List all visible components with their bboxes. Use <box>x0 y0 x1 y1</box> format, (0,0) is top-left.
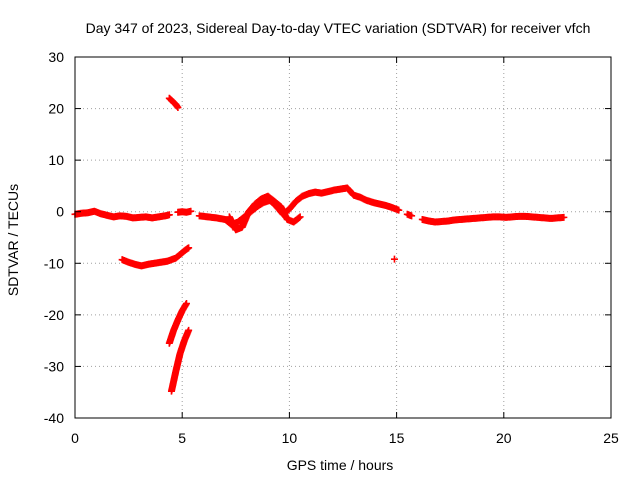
y-tick-label: 10 <box>48 152 64 168</box>
x-tick-label: 15 <box>389 430 405 446</box>
y-tick-label: -20 <box>44 307 64 323</box>
x-axis-label: GPS time / hours <box>287 457 394 473</box>
data-point <box>182 300 190 308</box>
data-point <box>185 326 193 334</box>
data-point <box>165 211 173 219</box>
x-tick-labels: 0 5 10 15 20 25 <box>71 430 619 446</box>
x-tick-label: 0 <box>71 430 79 446</box>
chart-title: Day 347 of 2023, Sidereal Day-to-day VTE… <box>86 20 591 36</box>
data-point <box>390 255 398 263</box>
data-point <box>174 104 182 112</box>
data-point <box>185 244 193 252</box>
y-tick-label: -10 <box>44 255 64 271</box>
y-tick-label: -30 <box>44 358 64 374</box>
data-point <box>395 206 403 214</box>
x-tick-label: 20 <box>496 430 512 446</box>
grid-lines <box>75 57 611 418</box>
y-tick-label: 0 <box>56 204 64 220</box>
data-point <box>187 207 195 215</box>
y-tick-label: 30 <box>48 49 64 65</box>
data-point <box>296 213 304 221</box>
plot-frame <box>74 56 612 419</box>
x-tick-label: 25 <box>603 430 619 446</box>
y-tick-labels: -40 -30 -20 -10 0 10 20 30 <box>44 49 64 426</box>
y-axis-label: SDTVAR / TECUs <box>5 184 21 296</box>
x-tick-label: 5 <box>178 430 186 446</box>
axis-ticks <box>74 56 612 419</box>
x-tick-label: 10 <box>282 430 298 446</box>
data-point <box>560 213 568 221</box>
y-tick-label: -40 <box>44 410 64 426</box>
data-points <box>71 94 568 395</box>
data-point <box>408 212 416 220</box>
y-tick-label: 20 <box>48 101 64 117</box>
